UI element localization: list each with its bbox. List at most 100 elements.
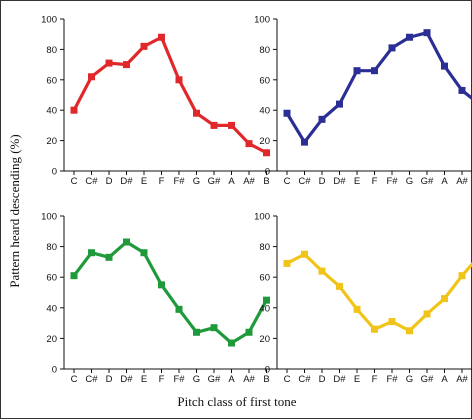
x-tick-label: C [284, 374, 291, 385]
x-tick-label: F# [386, 176, 398, 187]
x-tick-label: F [159, 176, 165, 187]
y-tick-label: 100 [254, 15, 270, 26]
x-tick-label: A# [456, 374, 468, 385]
y-tick-label: 60 [259, 75, 270, 86]
data-point [263, 149, 270, 157]
data-point [458, 272, 466, 280]
y-tick-label: 40 [46, 303, 57, 314]
data-point [371, 67, 378, 75]
data-point [245, 140, 253, 148]
x-tick-label: E [141, 374, 147, 385]
series-line [72, 240, 269, 345]
y-tick-label: 20 [46, 334, 57, 345]
data-point [158, 281, 165, 289]
x-tick-label: C# [85, 374, 98, 385]
x-tick-label: A# [243, 176, 255, 187]
x-tick-label: E [354, 374, 360, 385]
x-tick-label: C# [298, 176, 311, 187]
x-tick-label: D# [120, 374, 133, 385]
x-tick-label: F [372, 374, 378, 385]
x-tick-label: G [406, 374, 413, 385]
data-point [210, 324, 218, 332]
series-line [285, 252, 472, 333]
y-tick-label: 40 [259, 303, 270, 314]
data-point [353, 305, 361, 313]
x-tick-label: D# [333, 176, 346, 187]
y-tick-label: 20 [259, 136, 270, 147]
x-tick-label: G# [421, 176, 434, 187]
x-tick-label: C [71, 374, 78, 385]
x-tick-label: G [406, 176, 413, 187]
y-tick-label: 0 [52, 167, 57, 178]
series-line [285, 31, 472, 144]
chart-panel-3: 0 20 40 60 80 100 C C# D D# E F F# G G# A A# B [41, 212, 275, 385]
x-tick-label: C [284, 176, 291, 187]
x-tick-label: A# [456, 176, 468, 187]
data-point [283, 259, 291, 267]
y-tick-label: 20 [46, 136, 57, 147]
data-point [301, 138, 308, 146]
x-tick-label: F# [386, 374, 398, 385]
x-tick-label: A [441, 374, 448, 385]
data-point [318, 115, 326, 123]
x-tick-label: B [263, 176, 269, 187]
x-tick-label: F# [173, 176, 185, 187]
data-point [371, 325, 378, 333]
y-tick-label: 100 [41, 212, 57, 223]
data-point [70, 272, 78, 280]
data-point [406, 327, 413, 335]
data-point [228, 339, 235, 347]
x-tick-label: D [106, 176, 113, 187]
data-point [123, 61, 130, 69]
data-point [228, 121, 235, 129]
x-tick-label: F [159, 374, 165, 385]
y-tick-label: 40 [259, 106, 270, 117]
x-tick-label: A [441, 176, 448, 187]
data-point [193, 328, 200, 336]
y-axis-label: Pattern heard descending (%) [7, 134, 22, 288]
data-point [193, 109, 200, 117]
x-tick-label: G [193, 176, 200, 187]
x-tick-label: F [372, 176, 378, 187]
x-tick-label: C [71, 176, 78, 187]
y-tick-label: 20 [259, 334, 270, 345]
data-point [441, 62, 448, 70]
x-tick-label: G# [421, 374, 434, 385]
y-tick-label: 60 [259, 273, 270, 284]
x-tick-label: A [228, 374, 235, 385]
data-point [441, 295, 448, 303]
data-point [353, 67, 361, 75]
data-point [336, 282, 343, 290]
data-point [175, 305, 183, 313]
y-tick-label: 80 [259, 45, 270, 56]
data-point [458, 86, 466, 94]
data-point [175, 76, 183, 84]
data-point [158, 33, 165, 41]
y-tick-label: 60 [46, 273, 57, 284]
y-tick-label: 0 [265, 167, 270, 178]
y-tick-label: 60 [46, 75, 57, 86]
data-point [423, 29, 431, 37]
y-tick-label: 40 [46, 106, 57, 117]
data-point [263, 296, 270, 304]
x-tick-label: D [106, 374, 113, 385]
data-point [105, 253, 113, 261]
x-tick-label: B [263, 374, 269, 385]
x-tick-label: C# [298, 374, 311, 385]
y-tick-label: 80 [46, 242, 57, 253]
data-point [88, 249, 95, 257]
data-point [140, 42, 148, 50]
y-tick-label: 80 [259, 242, 270, 253]
data-point [336, 100, 343, 108]
data-point [88, 73, 95, 81]
y-tick-label: 100 [41, 15, 57, 26]
data-point [318, 267, 326, 275]
data-point [423, 310, 431, 318]
x-tick-label: G# [208, 374, 221, 385]
x-tick-label: F# [173, 374, 185, 385]
data-point [123, 238, 130, 246]
x-tick-label: A# [243, 374, 255, 385]
data-point [388, 44, 396, 52]
data-point [388, 318, 396, 326]
